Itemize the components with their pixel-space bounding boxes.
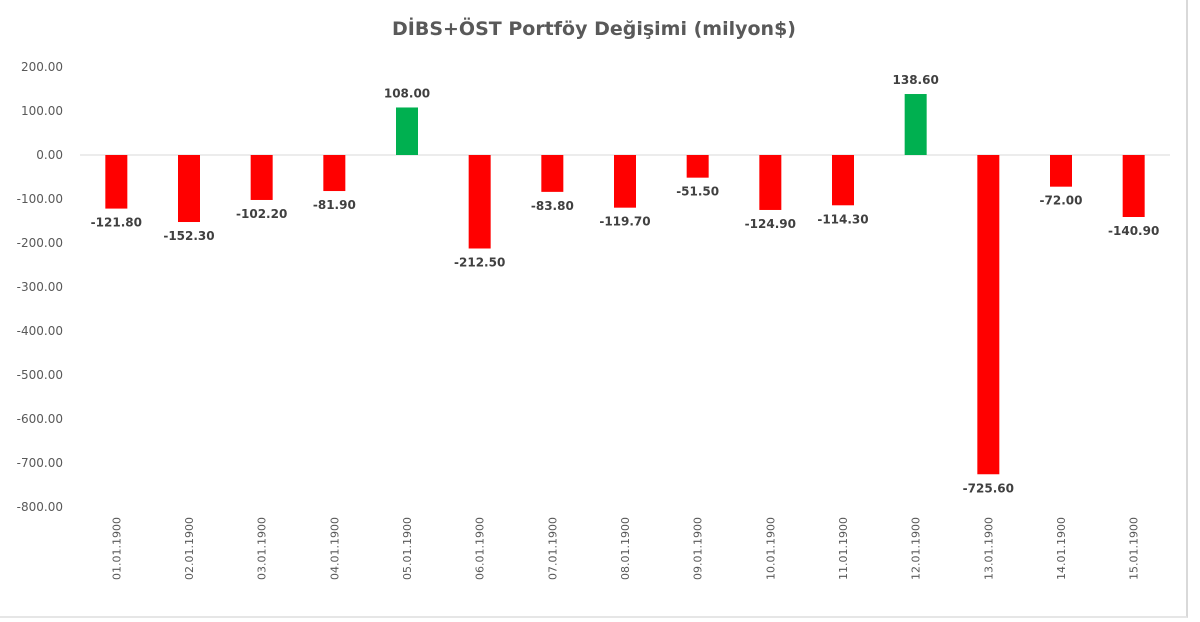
x-axis: 01.01.1900 02.01.1900 03.01.1900 04.01.1900… xyxy=(110,517,1140,580)
y-tick-label: -100.00 xyxy=(17,192,63,206)
x-tick-label: 12.01.1900 xyxy=(910,517,923,580)
data-label: 108.00 xyxy=(384,86,430,100)
x-tick-label: 02.01.1900 xyxy=(183,517,196,580)
x-tick-label: 09.01.1900 xyxy=(692,517,705,580)
bar-15.01.1900 xyxy=(1122,155,1145,217)
bar-11.01.1900 xyxy=(832,155,854,206)
x-tick-label: 15.01.1900 xyxy=(1128,517,1141,580)
bar-06.01.1900 xyxy=(468,155,491,249)
y-tick-label: 200.00 xyxy=(21,60,63,74)
y-tick-label: -700.00 xyxy=(17,456,63,470)
data-label: -140.90 xyxy=(1108,224,1159,238)
data-label: -72.00 xyxy=(1040,194,1083,208)
bar-10.01.1900 xyxy=(759,155,782,210)
bar-05.01.1900 xyxy=(396,107,418,155)
data-label: -725.60 xyxy=(963,481,1014,495)
x-tick-label: 06.01.1900 xyxy=(474,517,487,580)
data-label: -119.70 xyxy=(599,215,650,229)
data-label: -121.80 xyxy=(91,216,142,230)
bar-01.01.1900 xyxy=(105,155,128,209)
data-labels: -121.80 -152.30 -102.20 -81.90 108.00 -212.50… xyxy=(91,73,1160,495)
x-tick-label: 14.01.1900 xyxy=(1055,517,1068,580)
bar-07.01.1900 xyxy=(541,155,564,192)
data-label: -212.50 xyxy=(454,256,505,270)
data-label: -124.90 xyxy=(745,217,796,231)
bar-08.01.1900 xyxy=(614,155,636,208)
x-tick-label: 13.01.1900 xyxy=(982,517,995,580)
y-tick-label: -200.00 xyxy=(17,236,63,250)
bar-12.01.1900 xyxy=(904,94,927,155)
bar-04.01.1900 xyxy=(323,155,346,192)
data-label: -51.50 xyxy=(676,185,719,199)
bar-09.01.1900 xyxy=(686,155,709,178)
x-tick-label: 07.01.1900 xyxy=(546,517,559,580)
x-tick-label: 10.01.1900 xyxy=(764,517,777,580)
y-tick-label: 100.00 xyxy=(21,104,63,118)
y-axis: 200.00 100.00 0.00 -100.00 -200.00 -300.00 -40… xyxy=(17,60,63,514)
data-label: -114.30 xyxy=(817,212,868,226)
bar-13.01.1900 xyxy=(977,155,1000,475)
bars xyxy=(105,94,1145,475)
x-tick-label: 08.01.1900 xyxy=(619,517,632,580)
chart-title: DİBS+ÖST Portföy Değişimi (milyon$) xyxy=(392,18,796,40)
y-tick-label: 0.00 xyxy=(36,148,63,162)
x-tick-label: 01.01.1900 xyxy=(110,517,123,580)
x-tick-label: 11.01.1900 xyxy=(837,517,850,580)
y-tick-label: -500.00 xyxy=(17,368,63,382)
bar-14.01.1900 xyxy=(1050,155,1072,187)
data-label: -83.80 xyxy=(531,199,574,213)
data-label: -152.30 xyxy=(163,229,214,243)
x-tick-label: 05.01.1900 xyxy=(401,517,414,580)
data-label: -81.90 xyxy=(313,198,356,212)
y-tick-label: -400.00 xyxy=(17,324,63,338)
y-tick-label: -600.00 xyxy=(17,412,63,426)
y-tick-label: -800.00 xyxy=(17,500,63,514)
data-label: -102.20 xyxy=(236,207,287,221)
data-label: 138.60 xyxy=(893,73,939,87)
x-tick-label: 03.01.1900 xyxy=(256,517,269,580)
x-tick-label: 04.01.1900 xyxy=(328,517,341,580)
bar-03.01.1900 xyxy=(250,155,273,200)
y-tick-label: -300.00 xyxy=(17,280,63,294)
bar-02.01.1900 xyxy=(178,155,200,223)
